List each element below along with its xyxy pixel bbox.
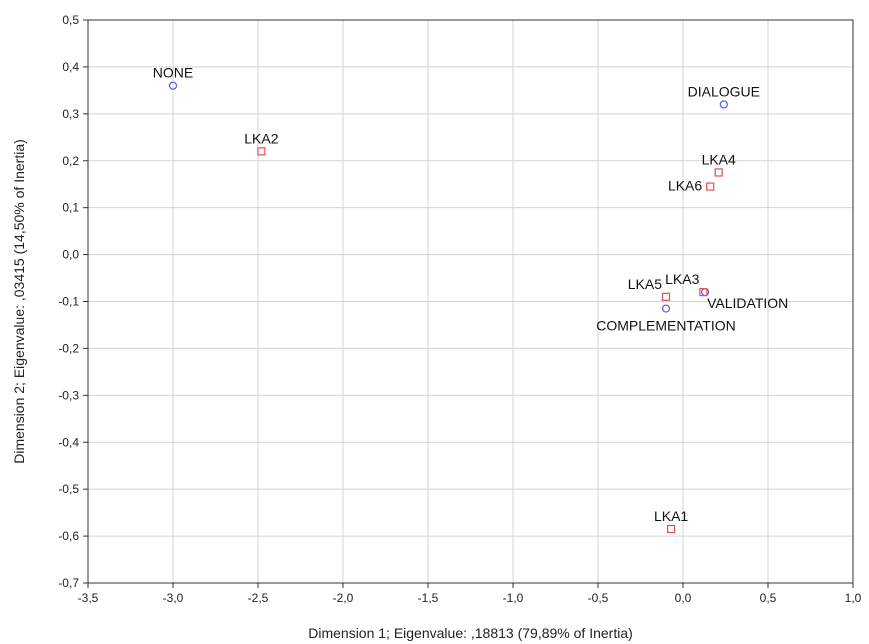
point-label-validation: VALIDATION <box>707 295 788 311</box>
y-tick-label: 0,0 <box>62 248 79 262</box>
y-tick-label: -0,6 <box>58 529 79 543</box>
y-tick-label: -0,2 <box>58 341 79 355</box>
point-lka5 <box>661 292 671 301</box>
x-tick-label: 0,0 <box>675 591 692 605</box>
y-tick-label: 0,1 <box>62 201 79 215</box>
ticks: -3,5 -3,0 -2,5 -2,0 -1,5 -1,0 -0,5 0,0 0,5 1,0 0,5… <box>58 13 861 605</box>
x-tick-label: -1,0 <box>503 591 524 605</box>
y-tick-label: 0,2 <box>62 154 79 168</box>
point-label-lka4: LKA4 <box>702 151 736 167</box>
x-tick-label: -0,5 <box>588 591 609 605</box>
x-tick-label: -2,0 <box>333 591 354 605</box>
point-lka4 <box>714 168 723 177</box>
y-tick-label: 0,5 <box>62 13 79 27</box>
point-label-dialogue: DIALOGUE <box>688 83 760 99</box>
x-tick-label: 1,0 <box>845 591 862 605</box>
point-none <box>168 81 178 90</box>
x-tick-label: -2,5 <box>248 591 269 605</box>
y-tick-label: -0,7 <box>58 576 79 590</box>
point-label-lka6: LKA6 <box>668 178 702 194</box>
y-tick-label: 0,4 <box>62 60 79 74</box>
point-label-lka1: LKA1 <box>654 508 688 524</box>
y-tick-label: -0,5 <box>58 482 79 496</box>
point-complementation <box>661 304 671 313</box>
point-label-lka3: LKA3 <box>665 271 699 287</box>
point-lka2 <box>257 147 266 156</box>
y-tick-label: -0,3 <box>58 388 79 402</box>
point-lka1 <box>666 524 676 534</box>
point-label-complementation: COMPLEMENTATION <box>596 318 736 334</box>
point-label-lka5: LKA5 <box>628 276 662 292</box>
x-tick-label: -3,5 <box>78 591 99 605</box>
point-dialogue <box>719 100 728 109</box>
y-tick-label: -0,4 <box>58 435 79 449</box>
x-tick-label: 0,5 <box>760 591 777 605</box>
point-label-lka2: LKA2 <box>244 130 278 146</box>
y-tick-label: 0,3 <box>62 107 79 121</box>
x-tick-label: -3,0 <box>163 591 184 605</box>
y-tick-label: -0,1 <box>58 295 79 309</box>
x-axis-label: Dimension 1; Eigenvalue: ,18813 (79,89% … <box>308 625 633 641</box>
point-label-none: NONE <box>153 65 193 81</box>
y-axis-label: Dimension 2; Eigenvalue: ,03415 (14,50% … <box>11 139 27 464</box>
points: NONE DIALOGUE VALIDATION COMPLEMENTATION LKA… <box>153 65 788 534</box>
point-lka6 <box>706 182 715 191</box>
point-lka3 <box>699 288 708 297</box>
x-tick-label: -1,5 <box>418 591 439 605</box>
